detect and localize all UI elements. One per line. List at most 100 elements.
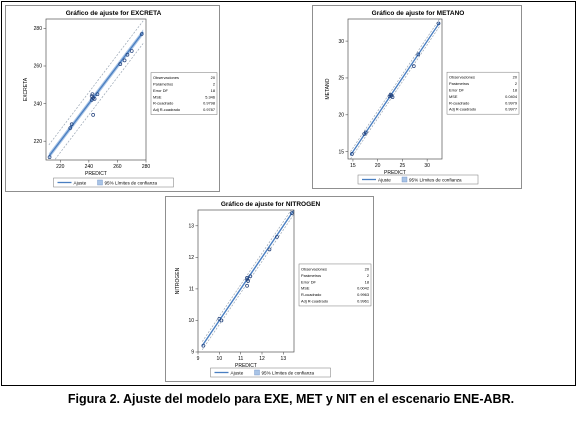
data-point xyxy=(91,113,95,117)
y-tick-label: 11 xyxy=(189,287,194,293)
stats-value: 18 xyxy=(513,88,517,93)
stats-value: 0.9977 xyxy=(505,107,517,112)
x-tick-label: 280 xyxy=(142,164,151,170)
plot-frame xyxy=(197,209,295,353)
data-point xyxy=(416,52,421,57)
data-point xyxy=(90,92,95,97)
data-point xyxy=(125,52,130,57)
stats-label: Parámetros xyxy=(153,81,173,86)
x-tick-label: 30 xyxy=(424,163,430,169)
fit-line xyxy=(201,210,294,347)
stats-value: 18 xyxy=(365,279,369,284)
plot-frame xyxy=(347,18,443,160)
stats-value: 20 xyxy=(211,75,216,80)
data-point xyxy=(139,32,144,36)
data-point xyxy=(118,62,123,66)
stats-label: Parámetros xyxy=(301,273,321,278)
x-tick-label: 260 xyxy=(113,164,122,170)
x-tick-label: 9 xyxy=(197,356,200,362)
chart-panel-metano: Gráfico de ajuste for METANO 15 20 25 30 15 20… xyxy=(312,5,522,189)
data-point xyxy=(68,126,73,130)
stats-value: 20 xyxy=(513,75,518,80)
data-point xyxy=(390,95,395,99)
data-point xyxy=(248,274,253,279)
data-point xyxy=(219,318,224,323)
upper-limit-line xyxy=(201,210,292,342)
x-tick-label: 240 xyxy=(85,164,94,170)
data-point xyxy=(267,247,272,252)
data-point xyxy=(69,122,74,127)
y-tick-label: 260 xyxy=(34,64,43,70)
y-axis-label: METANO xyxy=(325,78,331,99)
chart-title: Gráfico de ajuste for EXCRETA xyxy=(66,10,162,17)
lower-limit-line xyxy=(350,26,440,159)
legend-fit-label: Ajuste xyxy=(231,370,244,375)
y-tick-label: 10 xyxy=(188,318,194,324)
data-point xyxy=(290,211,294,216)
data-point xyxy=(201,343,206,348)
stats-label: Observaciones xyxy=(449,75,475,80)
y-tick-label: 30 xyxy=(338,39,344,45)
stats-value: 2 xyxy=(515,81,517,86)
x-tick-label: 10 xyxy=(217,356,223,362)
stats-label: Adj R-cuadrado xyxy=(153,107,180,112)
chart-title: Gráfico de ajuste for METANO xyxy=(372,10,465,17)
chart-svg: Gráfico de ajuste for EXCRETA 220 240 260 28… xyxy=(23,10,218,188)
data-point xyxy=(95,92,100,97)
stats-label: Observaciones xyxy=(153,75,179,80)
stats-value: 2 xyxy=(213,81,215,86)
chart-title: Gráfico de ajuste for NITROGEN xyxy=(221,201,321,208)
stats-value: 0.9979 xyxy=(505,100,517,105)
x-axis-label: PREDICT xyxy=(85,171,107,177)
stats-value: 18 xyxy=(211,88,215,93)
y-tick-label: 240 xyxy=(34,101,43,107)
y-tick-label: 220 xyxy=(34,139,43,145)
x-tick-label: 11 xyxy=(238,356,243,362)
upper-limit-line xyxy=(350,19,440,152)
data-point xyxy=(245,283,249,288)
y-tick-label: 15 xyxy=(338,149,344,155)
stats-value: 0.9961 xyxy=(357,298,369,303)
stats-label: MSE xyxy=(449,94,458,99)
stats-label: R-cuadrado xyxy=(301,292,321,297)
stats-label: Observaciones xyxy=(301,266,327,271)
x-tick-label: 25 xyxy=(400,163,406,169)
data-point xyxy=(122,58,127,63)
stats-label: Adj R-cuadrado xyxy=(449,107,476,112)
stats-label: Error DF xyxy=(301,279,317,284)
figure-caption: Figura 2. Ajuste del modelo para EXE, ME… xyxy=(67,392,515,406)
x-tick-label: 12 xyxy=(259,356,265,362)
legend-fit-label: Ajuste xyxy=(378,177,391,182)
stats-label: R-cuadrado xyxy=(449,100,469,105)
x-tick-label: 13 xyxy=(281,356,287,362)
data-point xyxy=(363,130,368,135)
y-axis-label: NITROGEN xyxy=(175,267,181,294)
plot-area xyxy=(349,19,441,159)
legend-band-swatch xyxy=(97,179,103,186)
data-point xyxy=(411,64,416,69)
plot-area xyxy=(201,210,294,350)
stats-label: R-cuadrado xyxy=(153,101,173,106)
y-tick-label: 13 xyxy=(188,223,194,229)
y-tick-label: 280 xyxy=(34,26,43,32)
chart-panel-excreta: Gráfico de ajuste for EXCRETA 220 240 260 28… xyxy=(5,5,220,192)
stats-label: Error DF xyxy=(153,88,169,93)
legend-band-label: 95% Límites de confianza xyxy=(409,177,462,182)
legend-box xyxy=(357,174,479,185)
legend-band-swatch xyxy=(254,369,260,376)
y-tick-label: 20 xyxy=(338,112,344,118)
stats-label: Error DF xyxy=(449,88,465,93)
data-point xyxy=(275,234,279,239)
data-point xyxy=(92,97,97,101)
stats-value: 0.0404 xyxy=(505,94,518,99)
data-point xyxy=(436,21,441,26)
chart-svg: Gráfico de ajuste for NITROGEN 9 10 11 12 13 9… xyxy=(175,201,372,378)
plot-frame xyxy=(45,18,147,161)
data-point xyxy=(245,275,249,280)
legend-fit-label: Ajuste xyxy=(74,180,87,185)
legend-box xyxy=(53,177,174,188)
stats-value: 0.9963 xyxy=(357,292,369,297)
x-axis-label: PREDICT xyxy=(235,363,257,369)
x-tick-label: 20 xyxy=(375,163,381,169)
